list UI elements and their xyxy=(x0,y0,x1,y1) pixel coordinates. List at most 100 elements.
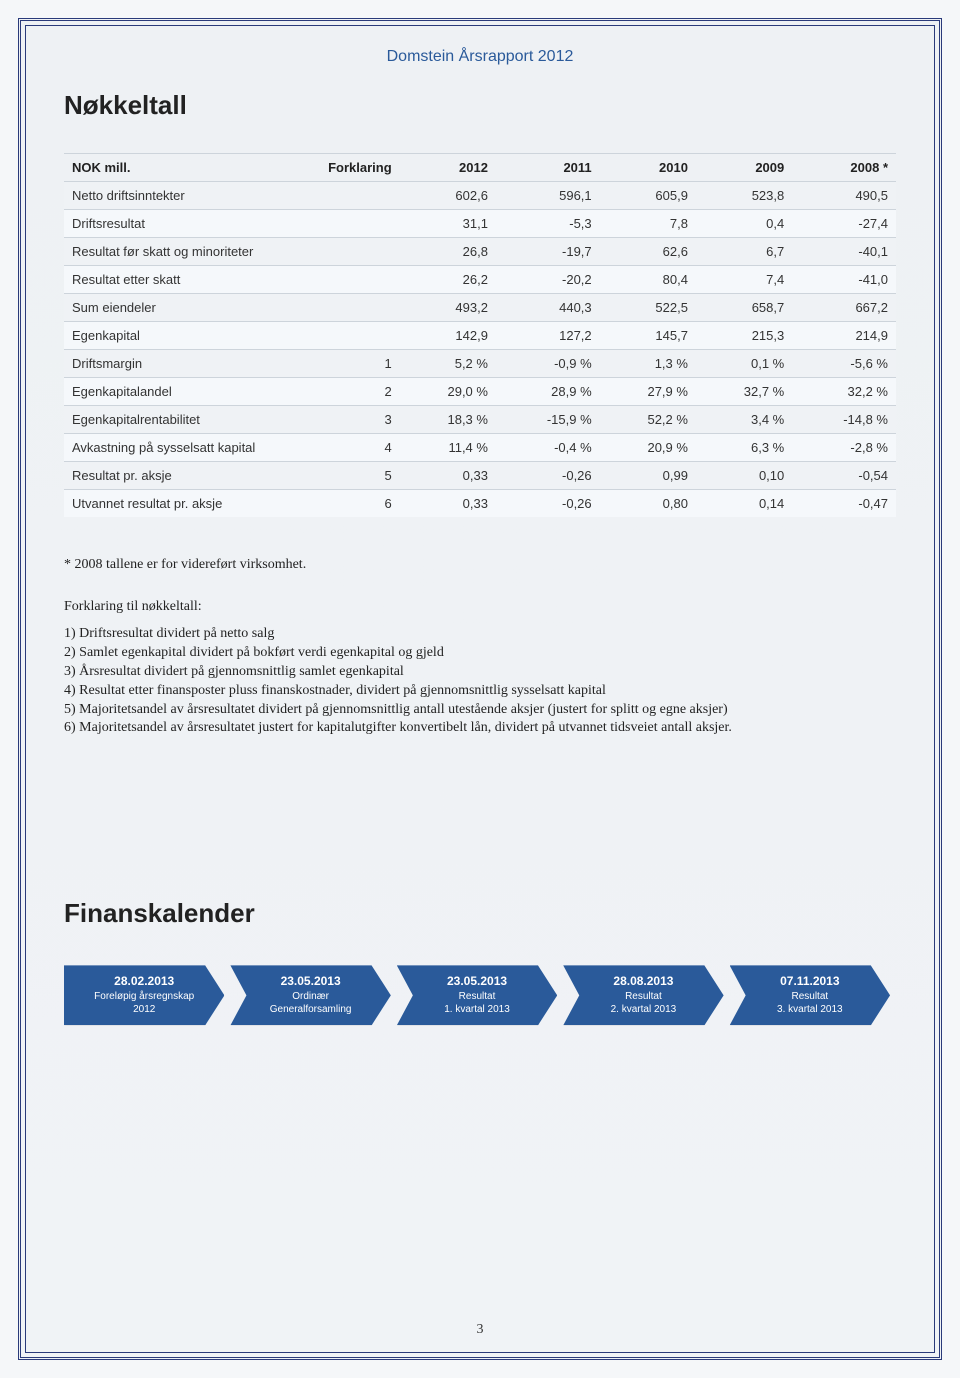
row-label: Resultat før skatt og minoriteter xyxy=(64,238,264,266)
cell-value: 18,3 % xyxy=(400,406,496,434)
table-row: Egenkapital142,9127,2145,7215,3214,9 xyxy=(64,322,896,350)
footnote-2008: * 2008 tallene er for videreført virksom… xyxy=(64,557,896,573)
table-header-row: NOK mill. Forklaring 2012 2011 2010 2009… xyxy=(64,154,896,182)
cell-value: -0,54 xyxy=(792,462,896,490)
row-label: Egenkapitalandel xyxy=(64,378,264,406)
cell-value: -14,8 % xyxy=(792,406,896,434)
cell-value: 142,9 xyxy=(400,322,496,350)
cell-value: -2,8 % xyxy=(792,434,896,462)
table-row: Driftsmargin15,2 %-0,9 %1,3 %0,1 %-5,6 % xyxy=(64,350,896,378)
col-2010: 2010 xyxy=(600,154,696,182)
explanation-title: Forklaring til nøkkeltall: xyxy=(64,599,896,615)
cell-value: -5,3 xyxy=(496,210,600,238)
table-row: Resultat pr. aksje50,33-0,260,990,10-0,5… xyxy=(64,462,896,490)
calendar-line2: Generalforsamling xyxy=(270,1003,352,1016)
cell-value: -20,2 xyxy=(496,266,600,294)
cell-value: 5,2 % xyxy=(400,350,496,378)
calendar-line2: 3. kvartal 2013 xyxy=(777,1003,843,1016)
calendar-line1: Resultat xyxy=(459,990,496,1003)
cell-value: 490,5 xyxy=(792,182,896,210)
cell-value: 32,2 % xyxy=(792,378,896,406)
cell-value: 3 xyxy=(264,406,400,434)
outer-border-frame: Domstein Årsrapport 2012 Nøkkeltall NOK … xyxy=(18,18,942,1360)
cell-value: 26,2 xyxy=(400,266,496,294)
cell-value xyxy=(264,294,400,322)
cell-value: 145,7 xyxy=(600,322,696,350)
cell-value: 20,9 % xyxy=(600,434,696,462)
cell-value: 493,2 xyxy=(400,294,496,322)
cell-value xyxy=(264,182,400,210)
calendar-line2: 1. kvartal 2013 xyxy=(444,1003,510,1016)
cell-value: 27,9 % xyxy=(600,378,696,406)
explanation-item: 5) Majoritetsandel av årsresultatet divi… xyxy=(64,701,896,720)
section-title-nokkeltall: Nøkkeltall xyxy=(64,90,896,121)
cell-value: 0,14 xyxy=(696,490,792,518)
table-row: Sum eiendeler493,2440,3522,5658,7667,2 xyxy=(64,294,896,322)
row-label: Driftsresultat xyxy=(64,210,264,238)
cell-value: -15,9 % xyxy=(496,406,600,434)
calendar-arrow-item: 23.05.2013OrdinærGeneralforsamling xyxy=(230,965,390,1025)
cell-value: 26,8 xyxy=(400,238,496,266)
table-row: Egenkapitalrentabilitet318,3 %-15,9 %52,… xyxy=(64,406,896,434)
col-label: NOK mill. xyxy=(64,154,264,182)
table-row: Utvannet resultat pr. aksje60,33-0,260,8… xyxy=(64,490,896,518)
row-label: Resultat pr. aksje xyxy=(64,462,264,490)
calendar-date: 23.05.2013 xyxy=(281,974,341,988)
cell-value: 214,9 xyxy=(792,322,896,350)
calendar-line2: 2012 xyxy=(133,1003,155,1016)
cell-value: 31,1 xyxy=(400,210,496,238)
cell-value: 522,5 xyxy=(600,294,696,322)
calendar-arrow-item: 28.08.2013Resultat2. kvartal 2013 xyxy=(563,965,723,1025)
key-figures-table: NOK mill. Forklaring 2012 2011 2010 2009… xyxy=(64,153,896,517)
cell-value: -0,26 xyxy=(496,462,600,490)
explanation-item: 2) Samlet egenkapital dividert på bokfør… xyxy=(64,644,896,663)
cell-value xyxy=(264,322,400,350)
calendar-line1: Foreløpig årsregnskap xyxy=(94,990,194,1003)
cell-value xyxy=(264,210,400,238)
cell-value xyxy=(264,266,400,294)
cell-value: 440,3 xyxy=(496,294,600,322)
cell-value: 6,3 % xyxy=(696,434,792,462)
cell-value: 3,4 % xyxy=(696,406,792,434)
table-row: Resultat før skatt og minoriteter26,8-19… xyxy=(64,238,896,266)
table-row: Egenkapitalandel229,0 %28,9 %27,9 %32,7 … xyxy=(64,378,896,406)
cell-value: 32,7 % xyxy=(696,378,792,406)
explanation-item: 1) Driftsresultat dividert på netto salg xyxy=(64,625,896,644)
cell-value: 28,9 % xyxy=(496,378,600,406)
cell-value: 127,2 xyxy=(496,322,600,350)
cell-value: 6 xyxy=(264,490,400,518)
document-header: Domstein Årsrapport 2012 xyxy=(64,48,896,66)
cell-value xyxy=(264,238,400,266)
page-number: 3 xyxy=(26,1322,934,1338)
row-label: Egenkapitalrentabilitet xyxy=(64,406,264,434)
cell-value: -0,47 xyxy=(792,490,896,518)
row-label: Resultat etter skatt xyxy=(64,266,264,294)
cell-value: 523,8 xyxy=(696,182,792,210)
cell-value: 80,4 xyxy=(600,266,696,294)
cell-value: 215,3 xyxy=(696,322,792,350)
calendar-date: 28.08.2013 xyxy=(613,974,673,988)
cell-value: 658,7 xyxy=(696,294,792,322)
cell-value: 5 xyxy=(264,462,400,490)
cell-value: 4 xyxy=(264,434,400,462)
cell-value: -0,9 % xyxy=(496,350,600,378)
table-row: Resultat etter skatt26,2-20,280,47,4-41,… xyxy=(64,266,896,294)
financial-calendar: 28.02.2013Foreløpig årsregnskap201223.05… xyxy=(64,965,896,1025)
inner-border-frame: Domstein Årsrapport 2012 Nøkkeltall NOK … xyxy=(25,25,935,1353)
col-2011: 2011 xyxy=(496,154,600,182)
calendar-arrow-item: 07.11.2013Resultat3. kvartal 2013 xyxy=(730,965,890,1025)
cell-value: 0,4 xyxy=(696,210,792,238)
cell-value: -5,6 % xyxy=(792,350,896,378)
cell-value: 0,33 xyxy=(400,462,496,490)
cell-value: 0,80 xyxy=(600,490,696,518)
cell-value: 596,1 xyxy=(496,182,600,210)
cell-value: 605,9 xyxy=(600,182,696,210)
cell-value: 0,1 % xyxy=(696,350,792,378)
cell-value: 2 xyxy=(264,378,400,406)
explanation-item: 4) Resultat etter finansposter pluss fin… xyxy=(64,682,896,701)
explanation-list: 1) Driftsresultat dividert på netto salg… xyxy=(64,625,896,738)
cell-value: 602,6 xyxy=(400,182,496,210)
calendar-arrow-item: 23.05.2013Resultat1. kvartal 2013 xyxy=(397,965,557,1025)
cell-value: 7,4 xyxy=(696,266,792,294)
col-forklaring: Forklaring xyxy=(264,154,400,182)
